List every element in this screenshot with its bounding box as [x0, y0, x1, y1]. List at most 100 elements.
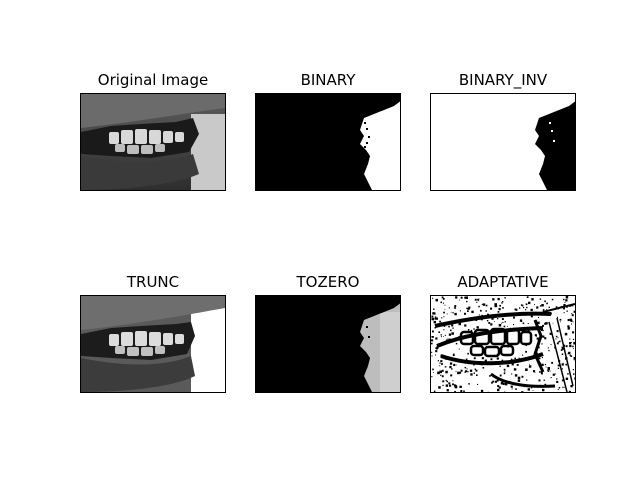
noise-speck — [499, 365, 501, 367]
noise-speck — [536, 306, 539, 309]
noise-speck — [526, 379, 528, 381]
noise-speck — [527, 323, 529, 325]
noise-speck — [531, 298, 534, 301]
image-frame-trunc — [80, 295, 226, 393]
noise-speck — [530, 315, 533, 318]
noise-speck — [480, 389, 484, 392]
noise-speck — [499, 374, 502, 377]
noise-speck — [437, 371, 440, 375]
noise-speck — [454, 312, 457, 316]
noise-speck — [571, 314, 574, 317]
noise-speck — [433, 391, 435, 392]
noise-speck — [502, 383, 505, 385]
noise-speck — [485, 310, 487, 312]
noise-speck — [539, 305, 542, 307]
noise-speck — [443, 316, 445, 318]
panel-title: Original Image — [97, 71, 209, 89]
noise-speck — [502, 301, 504, 303]
noise-speck — [539, 298, 542, 300]
noise-speck — [574, 377, 575, 380]
noise-speck — [519, 307, 521, 309]
noise-speck — [492, 380, 495, 383]
noise-speck — [460, 390, 463, 392]
noise-speck — [471, 310, 474, 314]
noise-speck — [556, 378, 558, 380]
noise-speck — [525, 303, 528, 306]
noise-speck — [451, 368, 453, 370]
noise-speck — [516, 364, 519, 366]
noise-speck — [439, 370, 442, 374]
noise-speck — [514, 357, 516, 360]
noise-speck — [568, 390, 571, 392]
noise-speck — [538, 379, 541, 382]
noise-speck — [431, 339, 434, 342]
noise-speck — [549, 332, 552, 335]
noise-speck — [545, 322, 548, 325]
noise-speck — [440, 301, 442, 304]
noise-speck — [552, 373, 555, 376]
mouth-threshold-tozero — [256, 296, 400, 392]
noise-speck — [561, 353, 564, 355]
noise-speck — [517, 379, 521, 382]
mouth-photo-original — [81, 94, 225, 190]
noise-speck — [530, 308, 533, 312]
noise-speck — [431, 342, 433, 345]
noise-speck — [497, 297, 500, 301]
noise-speck — [521, 375, 524, 378]
noise-speck — [565, 377, 569, 380]
noise-speck — [449, 362, 453, 365]
noise-speck — [438, 386, 441, 389]
noise-speck — [442, 384, 444, 387]
noise-speck — [470, 329, 473, 332]
noise-speck — [534, 334, 537, 337]
noise-speck — [433, 372, 434, 373]
noise-speck — [441, 317, 443, 319]
noise-speck — [564, 332, 568, 336]
noise-speck — [433, 320, 436, 324]
noise-speck — [439, 320, 441, 323]
noise-speck — [547, 370, 549, 372]
noise-speck — [435, 354, 436, 356]
noise-speck — [502, 321, 504, 323]
noise-speck — [542, 329, 544, 332]
noise-speck — [571, 341, 572, 343]
noise-speck — [513, 324, 515, 326]
mouth-threshold-adaptive — [431, 296, 575, 392]
noise-speck — [431, 376, 433, 378]
mouth-threshold-trunc — [81, 296, 225, 392]
noise-speck — [458, 322, 461, 326]
noise-speck — [515, 388, 517, 390]
noise-speck — [555, 338, 557, 340]
noise-speck — [525, 344, 527, 347]
noise-speck — [467, 307, 470, 310]
noise-speck — [537, 321, 540, 325]
noise-speck — [557, 389, 559, 391]
noise-speck — [459, 310, 461, 312]
noise-speck — [466, 300, 468, 303]
noise-speck — [565, 363, 567, 366]
noise-speck — [449, 365, 452, 369]
noise-speck — [541, 343, 543, 345]
noise-speck — [443, 336, 444, 337]
noise-speck — [442, 302, 444, 304]
noise-speck — [522, 322, 525, 325]
noise-speck — [445, 366, 447, 368]
noise-speck — [476, 326, 479, 329]
noise-speck — [481, 303, 483, 305]
noise-speck — [541, 363, 544, 366]
noise-speck — [510, 385, 513, 388]
noise-speck — [533, 370, 536, 373]
noise-speck — [501, 302, 503, 304]
noise-speck — [497, 311, 500, 313]
noise-speck — [490, 307, 493, 310]
noise-speck — [561, 347, 565, 350]
noise-speck — [565, 345, 568, 348]
noise-speck — [470, 373, 473, 376]
mouth-threshold-binary — [256, 94, 400, 190]
noise-speck — [443, 329, 445, 331]
noise-speck — [455, 370, 457, 372]
noise-speck — [445, 379, 447, 382]
noise-speck — [570, 385, 573, 388]
noise-speck — [464, 371, 466, 373]
noise-speck — [573, 357, 575, 360]
